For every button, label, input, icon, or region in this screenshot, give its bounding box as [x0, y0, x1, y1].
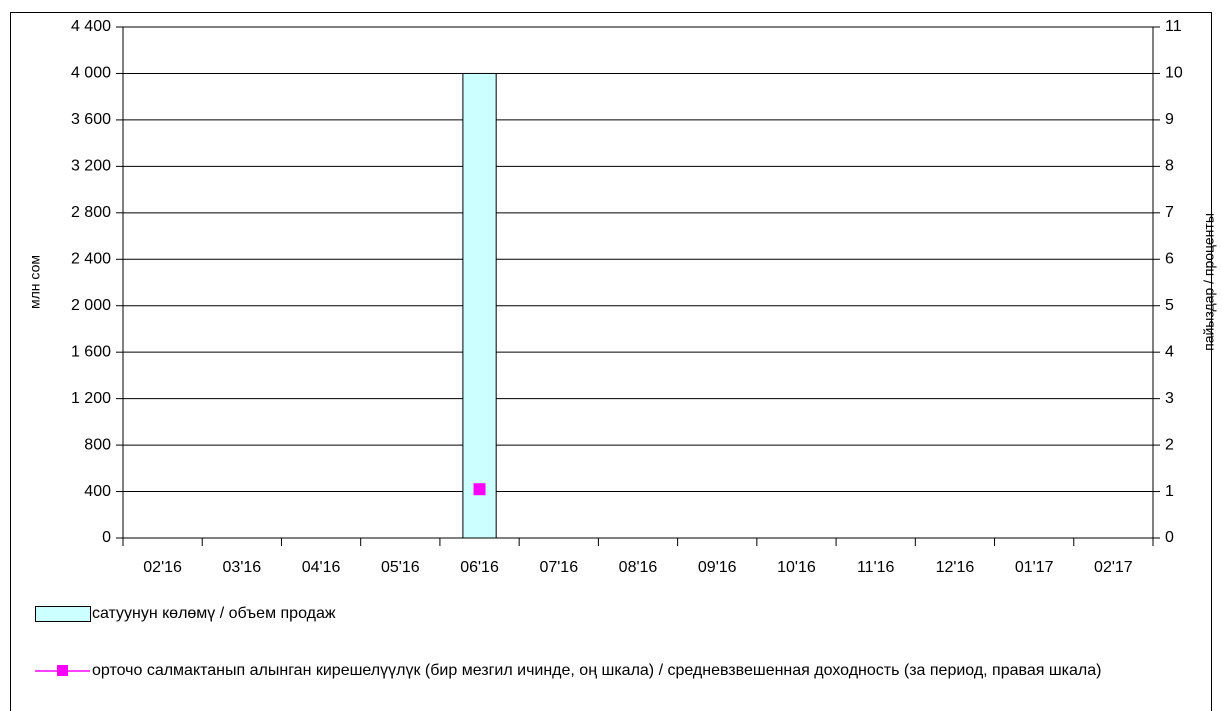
- y2-tick-label: 2: [1165, 436, 1174, 453]
- y-axis-label: млн сом: [27, 255, 43, 309]
- x-tick-label: 02'17: [1094, 559, 1133, 576]
- chart-border: [10, 12, 1212, 711]
- x-tick-label: 07'16: [539, 559, 578, 576]
- y-tick-label: 1 600: [71, 343, 111, 360]
- y2-tick-label: 10: [1165, 65, 1183, 82]
- x-tick-label: 02'16: [143, 559, 182, 576]
- y2-tick-label: 8: [1165, 158, 1174, 175]
- y2-tick-label: 9: [1165, 111, 1174, 128]
- x-tick-label: 05'16: [381, 559, 420, 576]
- y2-tick-label: 5: [1165, 297, 1174, 314]
- y-tick-label: 1 200: [71, 390, 111, 407]
- y2-tick-label: 6: [1165, 250, 1174, 267]
- x-tick-label: 03'16: [223, 559, 262, 576]
- y-tick-label: 400: [84, 483, 111, 500]
- y-tick-label: 0: [102, 529, 111, 546]
- y2-axis-label: пайыздар / проценты: [1201, 213, 1217, 351]
- y-tick-label: 3 200: [71, 158, 111, 175]
- bar: [462, 72, 497, 539]
- y2-tick-label: 1: [1165, 483, 1174, 500]
- y-tick-label: 3 600: [71, 111, 111, 128]
- legend-entry: сатуунун көлөмү / объем продаж: [92, 605, 336, 622]
- y2-tick-label: 11: [1165, 18, 1182, 35]
- y2-tick-label: 4: [1165, 343, 1174, 360]
- y-tick-label: 800: [84, 436, 111, 453]
- x-tick-label: 10'16: [777, 559, 816, 576]
- y2-tick-label: 0: [1165, 529, 1174, 546]
- x-tick-label: 01'17: [1015, 559, 1054, 576]
- marker: [473, 483, 486, 496]
- y2-tick-label: 7: [1165, 204, 1174, 221]
- x-tick-label: 12'16: [936, 559, 975, 576]
- legend-entry: орточо салмактанып алынган кирешелүүлүк …: [92, 662, 1102, 679]
- x-tick-label: 08'16: [619, 559, 658, 576]
- y-tick-label: 2 400: [71, 250, 111, 267]
- x-tick-label: 11'16: [857, 559, 895, 576]
- y2-tick-label: 3: [1165, 390, 1174, 407]
- y-tick-label: 2 800: [71, 204, 111, 221]
- x-tick-label: 09'16: [698, 559, 737, 576]
- y-tick-label: 4 000: [71, 65, 111, 82]
- y-tick-label: 4 400: [71, 18, 111, 35]
- y-tick-label: 2 000: [71, 297, 111, 314]
- x-tick-label: 04'16: [302, 559, 341, 576]
- x-tick-label: 06'16: [460, 559, 499, 576]
